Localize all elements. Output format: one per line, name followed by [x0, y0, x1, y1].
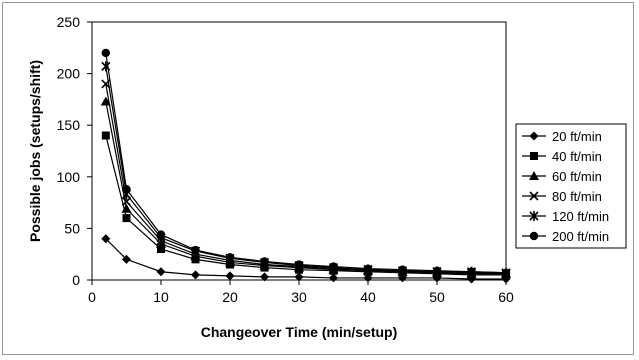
y-axis-title: Possible jobs (setups/shift) [27, 60, 43, 242]
data-point [101, 48, 111, 58]
data-point [122, 184, 131, 194]
y-tick-label: 250 [57, 14, 81, 30]
data-point [156, 238, 166, 248]
data-point [101, 131, 110, 140]
plot-area: 0 50 100 150 200 250 0 10 20 30 40 50 60 [57, 14, 514, 305]
legend-label: 80 ft/min [552, 189, 602, 204]
legend-box [515, 123, 627, 249]
x-tick-label: 50 [429, 289, 445, 305]
x-tick-label: 0 [88, 289, 96, 305]
data-point [260, 257, 269, 266]
data-point [157, 245, 165, 254]
data-point [121, 197, 132, 207]
data-point [121, 203, 132, 213]
x-tick-label: 60 [498, 289, 514, 305]
data-point [225, 271, 235, 281]
y-tick-label: 150 [57, 117, 81, 133]
legend-label: 20 ft/min [552, 129, 602, 144]
data-point [156, 230, 166, 239]
data-point [329, 262, 338, 271]
legend-marker [529, 131, 539, 141]
legend: 20 ft/min 40 ft/min 60 ft/min 80 ft/min 120 … [515, 123, 627, 249]
legend-marker [529, 211, 539, 221]
data-point [501, 268, 511, 277]
legend-label: 120 ft/min [552, 209, 609, 224]
y-tick-label: 50 [64, 220, 80, 236]
data-point [294, 260, 304, 269]
data-point [432, 266, 442, 275]
series-diamond [101, 234, 511, 284]
data-point [156, 267, 166, 277]
data-point [398, 265, 407, 274]
legend-marker [529, 231, 539, 241]
x-tick-label: 20 [222, 289, 238, 305]
data-point [122, 214, 131, 223]
y-tick-label: 0 [72, 272, 80, 288]
data-point [101, 234, 111, 244]
data-point [225, 253, 235, 262]
data-point [122, 254, 131, 264]
data-point [329, 273, 338, 283]
data-point [100, 96, 111, 106]
x-tick-label: 30 [291, 289, 307, 305]
y-tick-label: 200 [57, 66, 81, 82]
series-circle [101, 48, 511, 277]
x-tick-label: 40 [360, 289, 376, 305]
data-point [294, 272, 304, 282]
legend-label: 60 ft/min [552, 169, 602, 184]
series-line [105, 135, 506, 276]
plot-border [91, 21, 507, 281]
series-square [101, 131, 510, 279]
legend-label: 200 ft/min [552, 229, 609, 244]
series-line [105, 66, 507, 274]
legend-marker [530, 152, 538, 160]
x-tick-label: 10 [153, 289, 169, 305]
x-axis-title: Changeover Time (min/setup) [201, 324, 398, 340]
series-line [105, 101, 506, 275]
data-point [363, 264, 373, 273]
y-tick-label: 100 [57, 169, 81, 185]
data-point [260, 272, 269, 282]
legend-marker [529, 171, 539, 180]
data-point [467, 267, 476, 276]
data-point [191, 245, 200, 255]
legend-label: 40 ft/min [552, 149, 602, 164]
legend-marker [529, 191, 539, 201]
data-point [191, 270, 200, 280]
